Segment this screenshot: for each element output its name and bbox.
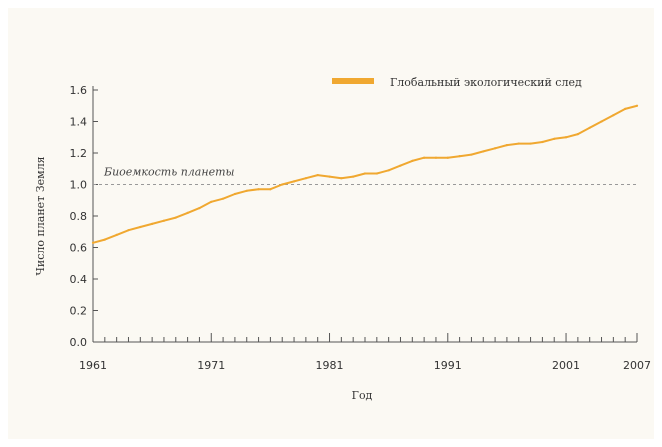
data-point — [162, 219, 166, 222]
y-ticks: 0.0 0.2 0.4 0.6 0.8 1.0 1.2 1.4 1.6 — [70, 84, 98, 349]
legend: Глобальный экологический след — [332, 76, 582, 89]
data-point — [186, 211, 189, 214]
x-tick-label: 1971 — [197, 359, 225, 372]
data-point — [221, 197, 225, 200]
data-point — [505, 144, 509, 147]
data-point — [257, 188, 260, 191]
data-point — [529, 142, 532, 145]
data-point — [174, 216, 177, 219]
data-point — [281, 183, 284, 186]
data-point — [423, 156, 426, 159]
data-point — [198, 207, 201, 210]
data-point — [340, 177, 343, 180]
data-point — [245, 189, 248, 192]
x-axis-title: Год — [352, 389, 373, 402]
data-point — [588, 126, 591, 129]
data-point — [553, 137, 556, 140]
data-point — [292, 180, 296, 183]
data-point — [446, 156, 449, 159]
data-point — [316, 173, 319, 177]
data-point — [576, 133, 579, 136]
reference-line-label: Биоемкость планеты — [103, 166, 235, 179]
y-tick-label: 1.6 — [70, 84, 88, 97]
chart-panel — [8, 8, 654, 439]
data-point — [399, 164, 402, 167]
chart-axes — [92, 86, 637, 343]
data-point — [411, 159, 414, 162]
data-point — [151, 222, 154, 225]
data-point — [458, 155, 461, 158]
data-point — [103, 238, 106, 241]
x-ticks: 1961 1971 1981 1991 2001 2007 — [79, 333, 651, 372]
x-tick-label: 1961 — [79, 359, 107, 372]
data-point — [541, 140, 544, 144]
data-point — [600, 120, 603, 123]
data-point — [493, 147, 497, 150]
data-point — [635, 104, 639, 107]
x-tick-label: 2001 — [552, 359, 580, 372]
y-tick-label: 1.4 — [70, 116, 88, 129]
x-tick-label: 2007 — [623, 359, 651, 372]
data-point — [352, 175, 355, 178]
data-point — [564, 136, 568, 139]
data-point — [387, 169, 390, 172]
y-tick-label: 0.6 — [70, 242, 88, 255]
x-tick-label: 1991 — [434, 359, 462, 372]
data-point — [470, 153, 473, 156]
data-point — [139, 225, 142, 229]
data-point — [91, 241, 95, 244]
data-point — [482, 150, 485, 153]
y-tick-label: 0.4 — [70, 273, 88, 286]
y-tick-label: 0.8 — [70, 210, 88, 223]
data-point — [328, 175, 331, 178]
series-points — [91, 104, 639, 244]
legend-swatch — [332, 78, 374, 84]
data-point — [233, 192, 237, 196]
data-point — [363, 172, 367, 175]
y-tick-label: 0.0 — [70, 336, 88, 349]
data-point — [304, 177, 307, 180]
data-point — [624, 107, 627, 110]
y-tick-label: 1.0 — [70, 179, 88, 192]
data-point — [517, 142, 520, 145]
data-point — [115, 233, 118, 236]
y-tick-label: 1.2 — [70, 147, 88, 160]
legend-label: Глобальный экологический след — [390, 76, 582, 89]
y-tick-label: 0.2 — [70, 305, 88, 318]
data-point — [434, 156, 438, 159]
data-point — [375, 172, 378, 175]
y-axis-title: Число планет Земля — [34, 156, 47, 275]
data-point — [269, 188, 272, 191]
data-point — [612, 114, 615, 117]
data-point — [210, 200, 213, 203]
x-tick-label: 1981 — [316, 359, 344, 372]
data-point — [127, 229, 130, 232]
